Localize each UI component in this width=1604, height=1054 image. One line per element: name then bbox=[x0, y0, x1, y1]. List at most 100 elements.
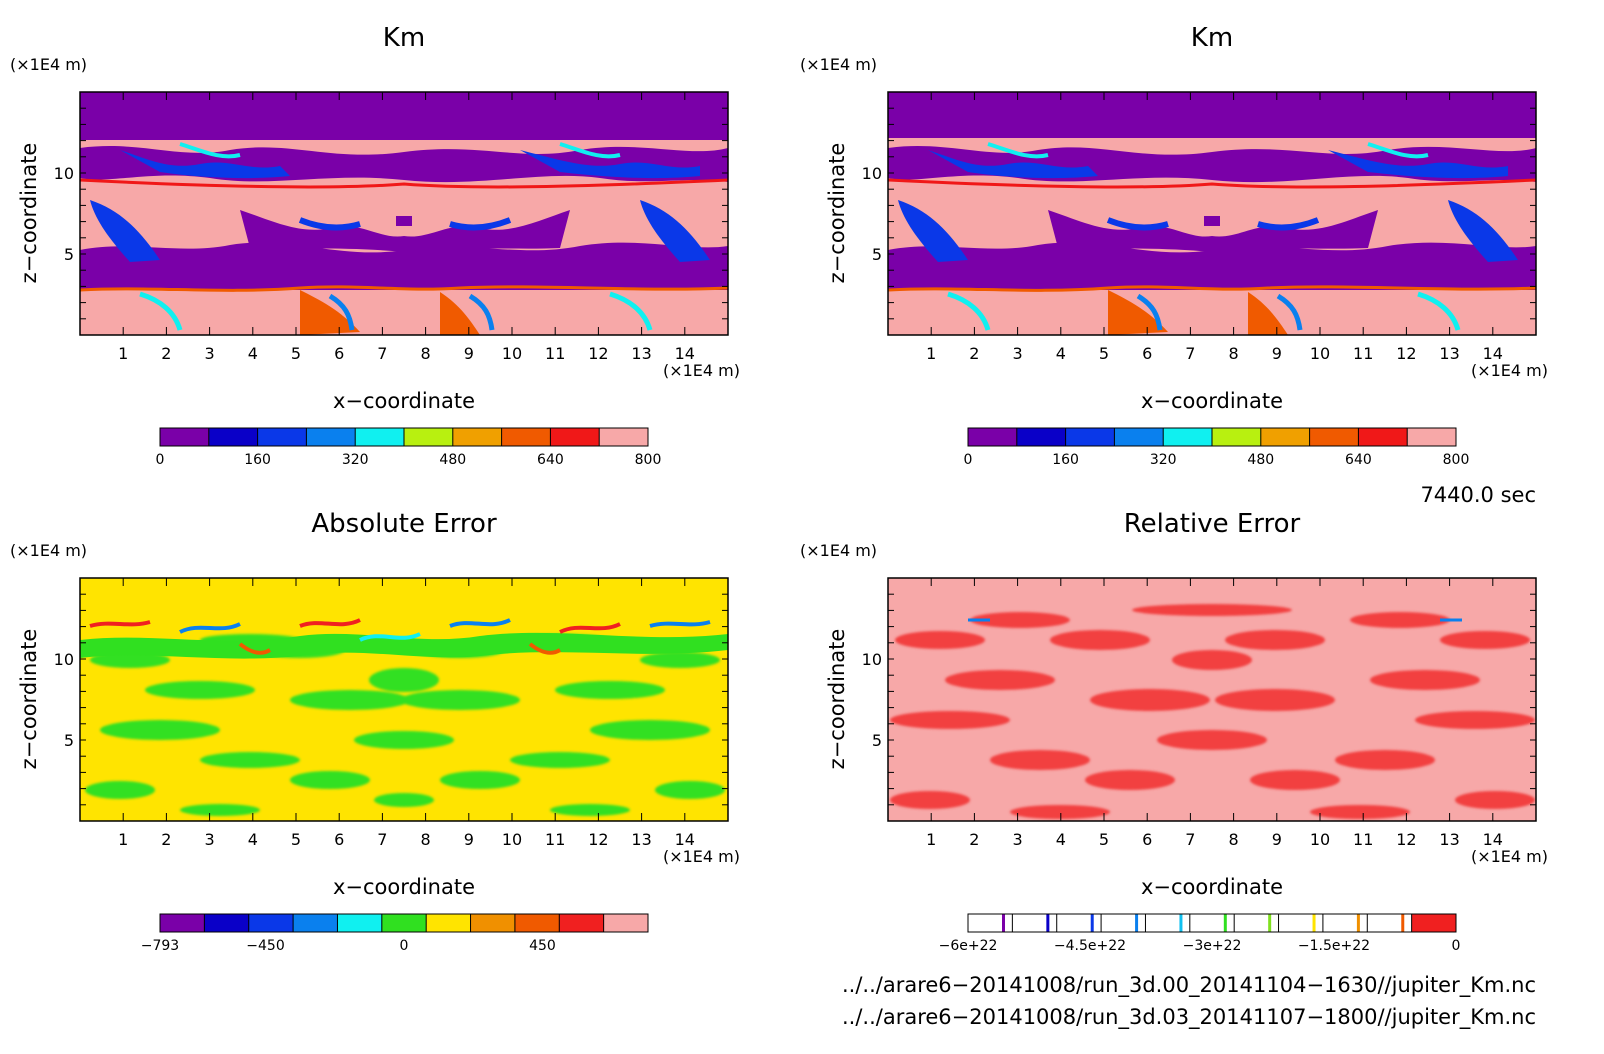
colorbar-swatch bbox=[1065, 428, 1115, 446]
colorbar-tick-label: 0 bbox=[964, 452, 973, 468]
x-tick-label: 14 bbox=[675, 830, 695, 849]
colorbar-tick-label: 640 bbox=[537, 452, 564, 468]
colorbar: −793 −450 0 450 bbox=[141, 913, 649, 954]
y-tick-label: 10 bbox=[54, 650, 74, 669]
colorbar-swatch bbox=[1358, 428, 1408, 446]
colorbar-frame bbox=[967, 913, 1457, 933]
heatmap-field bbox=[80, 578, 728, 821]
colorbar-tick-label: 480 bbox=[439, 452, 466, 468]
x-axis-label: x−coordinate bbox=[1141, 875, 1283, 899]
x-axis-label: x−coordinate bbox=[1141, 389, 1283, 413]
x-tick-label: 1 bbox=[926, 830, 936, 849]
x-tick-label: 2 bbox=[969, 344, 979, 363]
x-tick-label: 3 bbox=[205, 344, 215, 363]
x-tick-label: 1 bbox=[118, 830, 128, 849]
time-label: 7440.0 sec bbox=[1420, 483, 1536, 507]
x-tick-label: 8 bbox=[1229, 344, 1239, 363]
colorbar-swatch bbox=[599, 428, 649, 446]
heatmap-field bbox=[888, 578, 1536, 821]
y-axis-label: z−coordinate bbox=[17, 629, 41, 770]
x-tick-label: 10 bbox=[1310, 830, 1330, 849]
x-tick-label: 10 bbox=[502, 344, 522, 363]
colorbar-swatch bbox=[404, 428, 454, 446]
y-tick-label: 10 bbox=[862, 650, 882, 669]
x-tick-label: 7 bbox=[377, 830, 387, 849]
colorbar-swatch bbox=[514, 914, 560, 932]
x-tick-label: 4 bbox=[248, 344, 258, 363]
x-tick-label: 10 bbox=[1310, 344, 1330, 363]
colorbar-swatch bbox=[968, 428, 1018, 446]
panel-title: Km bbox=[1191, 23, 1233, 53]
y-tick-label: 5 bbox=[64, 245, 74, 264]
x-tick-label: 10 bbox=[502, 830, 522, 849]
y-ticks: 5 10 bbox=[54, 107, 728, 320]
colorbar: 0 160 320 480 640 800 bbox=[964, 427, 1470, 468]
x-tick-label: 1 bbox=[118, 344, 128, 363]
x-tick-label: 11 bbox=[1353, 344, 1373, 363]
y-unit-label: (×1E4 m) bbox=[10, 541, 87, 560]
colorbar-swatch bbox=[293, 914, 338, 932]
colorbar-tick-label: 0 bbox=[1452, 938, 1461, 954]
x-tick-label: 4 bbox=[1056, 344, 1066, 363]
x-tick-label: 13 bbox=[631, 830, 651, 849]
x-tick-label: 3 bbox=[1013, 830, 1023, 849]
y-axis-label: z−coordinate bbox=[17, 143, 41, 284]
x-ticks: 1 2 3 4 5 6 7 8 9 10 11 12 13 14 bbox=[79, 578, 729, 849]
panel-km-left: Km (×1E4 m) bbox=[10, 23, 740, 468]
x-tick-label: 9 bbox=[464, 830, 474, 849]
colorbar-tick-label: 160 bbox=[1052, 452, 1079, 468]
x-unit-label: (×1E4 m) bbox=[1471, 361, 1548, 380]
x-tick-label: 9 bbox=[464, 344, 474, 363]
x-tick-label: 5 bbox=[291, 344, 301, 363]
colorbar-swatch bbox=[426, 914, 472, 932]
colorbar-background bbox=[968, 914, 1456, 932]
x-tick-label: 7 bbox=[377, 344, 387, 363]
x-tick-label: 7 bbox=[1185, 830, 1195, 849]
file-path-1: ../../arare6−20141008/run_3d.00_20141104… bbox=[842, 973, 1536, 998]
x-tick-label: 8 bbox=[421, 830, 431, 849]
heatmap-field bbox=[80, 92, 728, 335]
plot-frame bbox=[887, 91, 1537, 336]
x-tick-label: 5 bbox=[291, 830, 301, 849]
colorbar-tick-label: 320 bbox=[1150, 452, 1177, 468]
colorbar-tick-label: 800 bbox=[635, 452, 662, 468]
colorbar-swatch bbox=[355, 428, 405, 446]
plot-frame bbox=[79, 577, 729, 822]
y-ticks: 5 10 bbox=[862, 107, 1536, 320]
x-axis-label: x−coordinate bbox=[333, 389, 475, 413]
x-tick-label: 12 bbox=[588, 830, 608, 849]
x-ticks: 1 2 3 4 5 6 7 8 9 10 11 12 13 14 bbox=[79, 92, 729, 363]
colorbar-tick-label: 800 bbox=[1443, 452, 1470, 468]
plot-frame bbox=[79, 91, 729, 336]
x-tick-label: 7 bbox=[1185, 344, 1195, 363]
y-ticks: 5 10 bbox=[54, 593, 728, 806]
colorbar-tick-label: 480 bbox=[1247, 452, 1274, 468]
y-axis-label: z−coordinate bbox=[825, 143, 849, 284]
x-tick-label: 8 bbox=[421, 344, 431, 363]
colorbar-swatch bbox=[550, 428, 600, 446]
colorbar-tick-label: 0 bbox=[156, 452, 165, 468]
x-tick-label: 14 bbox=[1483, 830, 1503, 849]
x-tick-label: 13 bbox=[1439, 830, 1459, 849]
colorbar-swatch bbox=[1163, 428, 1213, 446]
colorbar-tick-label: 640 bbox=[1345, 452, 1372, 468]
panel-km-right: Km (×1E4 m) 1 2 3 4 5 6 7 8 9 10 bbox=[800, 23, 1548, 468]
x-tick-label: 12 bbox=[588, 344, 608, 363]
colorbar-swatch bbox=[1212, 428, 1262, 446]
y-unit-label: (×1E4 m) bbox=[800, 55, 877, 74]
x-tick-label: 8 bbox=[1229, 830, 1239, 849]
y-tick-label: 5 bbox=[872, 731, 882, 750]
x-tick-label: 4 bbox=[248, 830, 258, 849]
x-tick-label: 2 bbox=[161, 344, 171, 363]
y-axis-label: z−coordinate bbox=[825, 629, 849, 770]
x-tick-label: 11 bbox=[1353, 830, 1373, 849]
colorbar-swatch bbox=[257, 428, 307, 446]
x-tick-label: 5 bbox=[1099, 344, 1109, 363]
colorbar: −6e+22 −4.5e+22 −3e+22 −1.5e+22 0 bbox=[939, 913, 1461, 954]
y-tick-label: 5 bbox=[872, 245, 882, 264]
colorbar-tick-label: −4.5e+22 bbox=[1054, 938, 1126, 954]
colorbar-swatch bbox=[603, 914, 649, 932]
colorbar-swatch bbox=[381, 914, 427, 932]
y-tick-label: 10 bbox=[862, 164, 882, 183]
x-axis-label: x−coordinate bbox=[333, 875, 475, 899]
